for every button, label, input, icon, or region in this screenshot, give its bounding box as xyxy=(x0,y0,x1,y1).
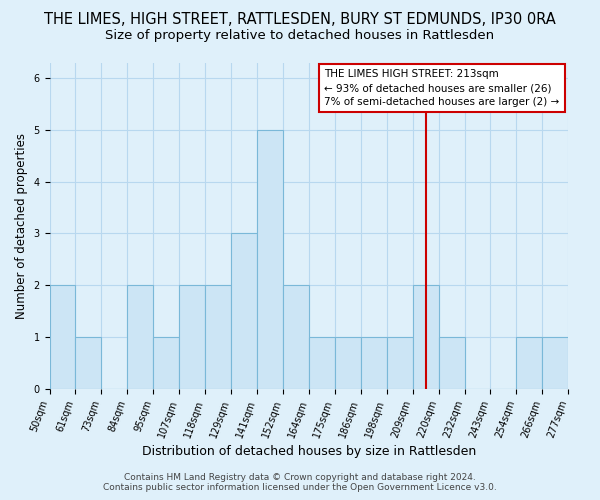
Bar xyxy=(387,337,413,388)
Bar xyxy=(205,285,231,389)
Bar xyxy=(309,337,335,388)
Bar xyxy=(179,285,205,389)
Bar xyxy=(231,234,257,388)
Bar xyxy=(361,337,387,388)
Bar xyxy=(542,337,568,388)
Bar xyxy=(257,130,283,388)
Bar xyxy=(283,285,309,389)
Text: THE LIMES HIGH STREET: 213sqm
← 93% of detached houses are smaller (26)
7% of se: THE LIMES HIGH STREET: 213sqm ← 93% of d… xyxy=(325,69,560,107)
Bar xyxy=(439,337,464,388)
Bar xyxy=(335,337,361,388)
Bar xyxy=(127,285,153,389)
Text: Contains HM Land Registry data © Crown copyright and database right 2024.
Contai: Contains HM Land Registry data © Crown c… xyxy=(103,473,497,492)
X-axis label: Distribution of detached houses by size in Rattlesden: Distribution of detached houses by size … xyxy=(142,444,476,458)
Bar xyxy=(76,337,101,388)
Text: Size of property relative to detached houses in Rattlesden: Size of property relative to detached ho… xyxy=(106,29,494,42)
Text: THE LIMES, HIGH STREET, RATTLESDEN, BURY ST EDMUNDS, IP30 0RA: THE LIMES, HIGH STREET, RATTLESDEN, BURY… xyxy=(44,12,556,28)
Bar xyxy=(517,337,542,388)
Bar xyxy=(50,285,76,389)
Bar xyxy=(413,285,439,389)
Bar xyxy=(153,337,179,388)
Y-axis label: Number of detached properties: Number of detached properties xyxy=(15,132,28,318)
